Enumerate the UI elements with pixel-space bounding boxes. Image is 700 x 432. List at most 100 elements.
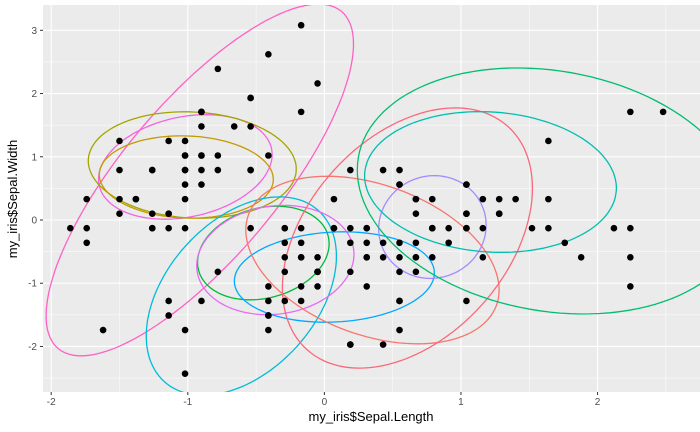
data-point	[281, 268, 289, 276]
points	[67, 21, 667, 377]
data-point	[512, 195, 519, 203]
data-point	[165, 297, 172, 305]
y-tick-label: 3	[31, 26, 37, 37]
data-point	[265, 152, 272, 159]
data-point	[347, 224, 354, 232]
data-point	[247, 94, 254, 102]
data-point	[116, 195, 123, 203]
data-point	[396, 254, 403, 261]
data-point	[83, 224, 91, 232]
data-point	[214, 166, 222, 174]
ellipse	[281, 107, 534, 369]
data-point	[148, 210, 156, 217]
data-point	[577, 254, 585, 261]
data-point	[412, 239, 420, 247]
ellipse	[196, 204, 355, 316]
data-point	[198, 123, 205, 130]
data-point	[116, 210, 123, 217]
data-point	[198, 181, 205, 188]
data-point	[495, 195, 503, 203]
data-point	[181, 137, 189, 145]
data-point	[627, 283, 634, 290]
data-point	[165, 312, 172, 319]
x-axis-title: my_iris$Sepal.Length	[308, 409, 433, 424]
data-point	[165, 137, 172, 145]
data-point	[479, 254, 487, 261]
data-point	[659, 108, 667, 116]
data-point	[314, 268, 321, 276]
data-point	[396, 268, 403, 276]
data-point	[347, 239, 354, 247]
data-point	[463, 297, 470, 305]
data-point	[265, 326, 272, 334]
data-point	[412, 210, 420, 217]
y-tick-label: 2	[31, 89, 37, 100]
ellipse	[98, 135, 274, 219]
y-axis-ticks: -2 -1 0 1 2 3	[28, 26, 43, 353]
data-point	[148, 166, 156, 174]
data-point	[265, 312, 272, 319]
x-axis-ticks: -2 -1 0 1 2	[47, 392, 601, 408]
data-point	[132, 195, 140, 203]
data-point	[247, 123, 254, 130]
data-point	[445, 224, 452, 232]
data-point	[165, 224, 172, 232]
data-point	[396, 181, 403, 188]
data-point	[363, 239, 371, 247]
data-point	[314, 283, 321, 290]
data-point	[247, 224, 254, 232]
data-point	[281, 239, 289, 247]
data-point	[330, 224, 338, 232]
data-point	[297, 224, 305, 232]
data-point	[67, 224, 74, 232]
data-point	[198, 297, 205, 305]
y-tick-label: -2	[28, 342, 37, 353]
data-point	[181, 370, 189, 377]
data-point	[627, 224, 634, 232]
data-point	[412, 254, 420, 261]
data-point	[281, 224, 289, 232]
data-point	[379, 166, 387, 174]
data-point	[627, 108, 634, 116]
data-point	[265, 297, 272, 305]
data-point	[247, 166, 254, 174]
data-point	[281, 254, 289, 261]
data-point	[396, 239, 403, 247]
data-point	[265, 283, 272, 290]
y-axis-title: my_iris$Sepal.Width	[5, 140, 20, 259]
data-point	[363, 283, 371, 290]
data-point	[428, 254, 436, 261]
data-point	[445, 239, 452, 247]
data-point	[379, 239, 387, 247]
y-tick-label: -1	[28, 279, 37, 290]
data-point	[198, 108, 205, 116]
data-point	[545, 195, 552, 203]
data-point	[412, 268, 420, 276]
data-point	[396, 326, 403, 334]
data-point	[297, 283, 305, 290]
data-point	[181, 326, 189, 334]
data-point	[528, 224, 536, 232]
data-point	[83, 239, 91, 247]
data-point	[198, 152, 205, 159]
data-point	[181, 166, 189, 174]
data-point	[379, 341, 387, 348]
data-point	[198, 166, 205, 174]
data-point	[314, 254, 321, 261]
data-point	[214, 268, 222, 276]
ellipse	[363, 110, 618, 253]
data-point	[297, 239, 305, 247]
data-point	[396, 297, 403, 305]
data-point	[463, 210, 470, 217]
data-point	[265, 51, 272, 58]
data-point	[214, 65, 222, 73]
data-point	[116, 137, 123, 145]
y-tick-label: 1	[31, 152, 37, 163]
data-point	[428, 195, 436, 203]
data-point	[479, 224, 487, 232]
data-point	[412, 195, 420, 203]
data-point	[396, 166, 403, 174]
data-point	[314, 80, 321, 87]
data-point	[181, 181, 189, 188]
data-point	[83, 195, 91, 203]
